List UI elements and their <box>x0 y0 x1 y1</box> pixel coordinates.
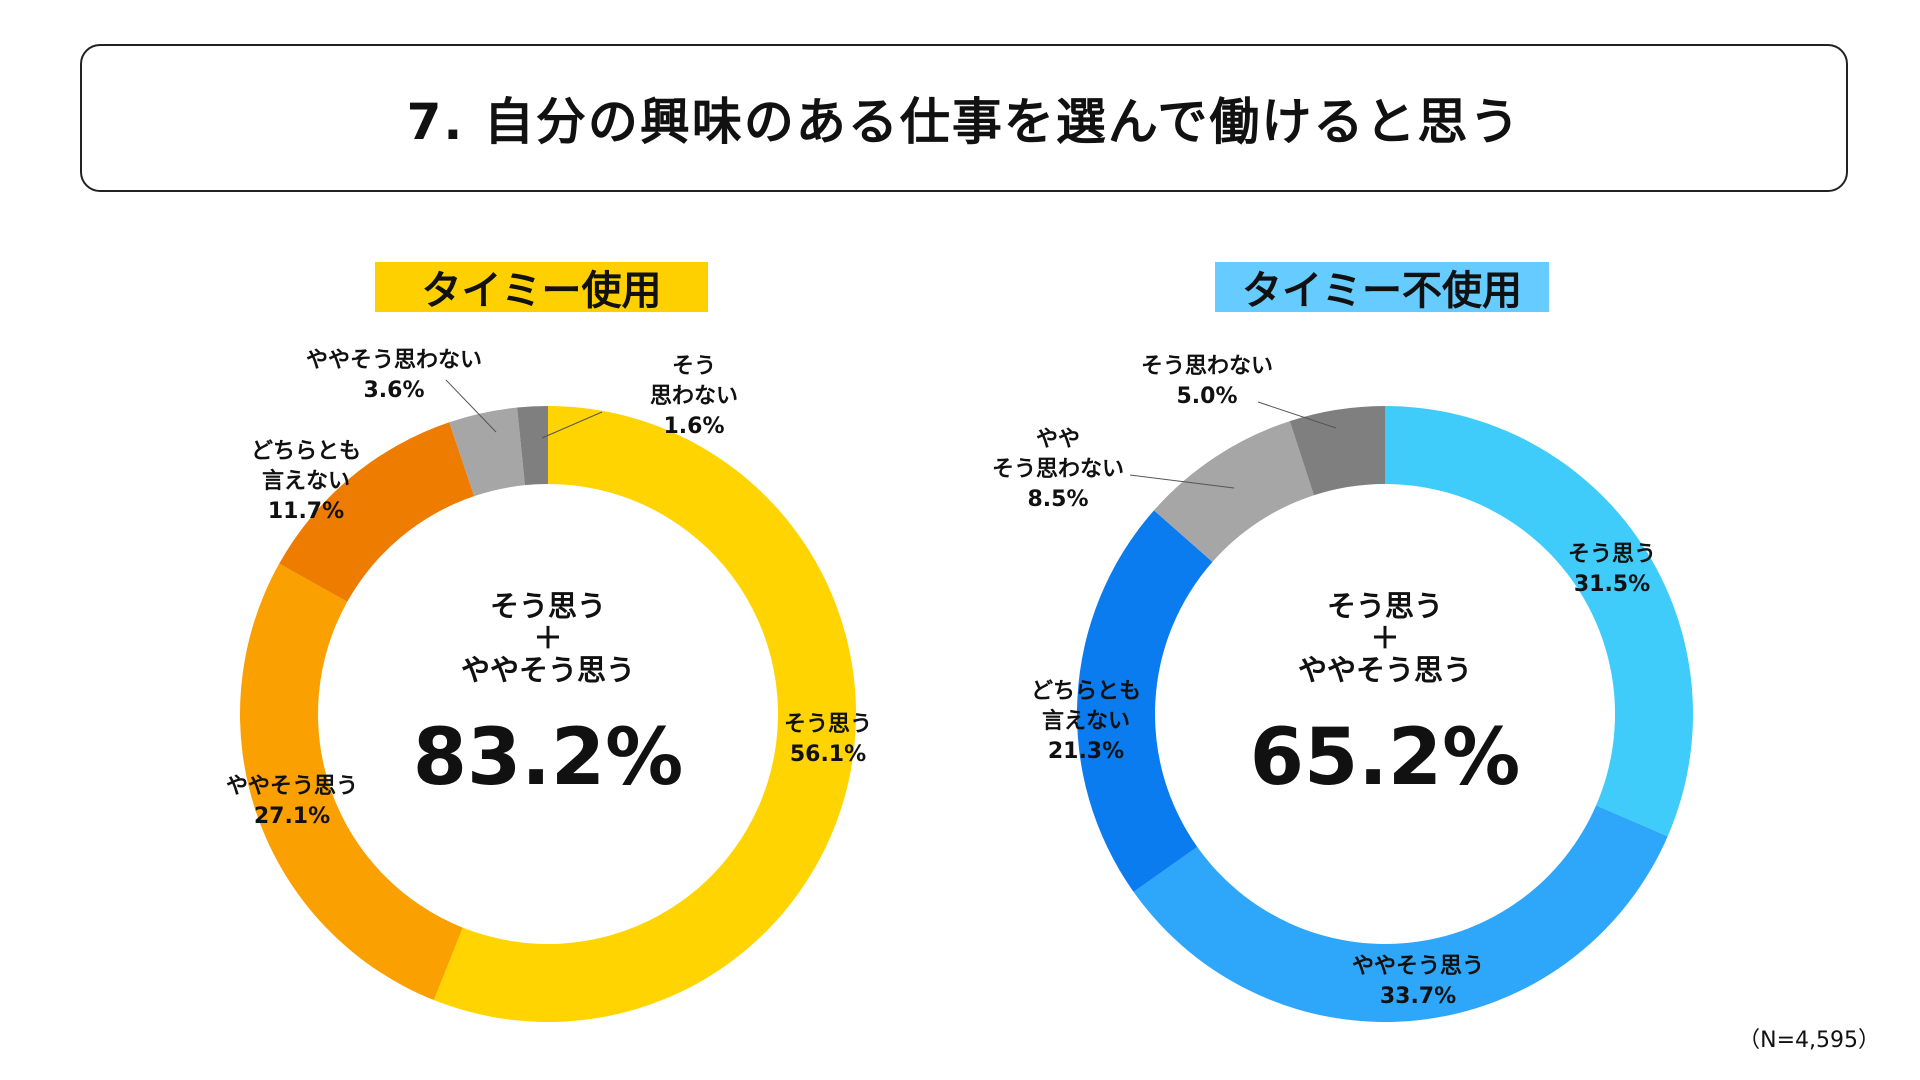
center-label-0-1: ＋ <box>533 621 562 655</box>
slice-label-1-1-1: 33.7% <box>1380 984 1456 1009</box>
chart-title-left: タイミー使用 <box>375 262 708 314</box>
slice-label-0-1-1: 27.1% <box>254 804 330 829</box>
slice-label-1-4-1: 5.0% <box>1176 384 1237 409</box>
slice-label-1-2-0: どちらとも <box>1031 679 1141 704</box>
slice-label-1-0-0: そう思う <box>1568 542 1656 567</box>
donut-slice-1-0 <box>1385 406 1693 837</box>
slice-label-0-3-0: ややそう思わない <box>306 348 482 373</box>
slice-label-0-0-1: 56.1% <box>790 742 866 767</box>
slice-label-0-4-0: そう <box>672 354 716 379</box>
slice-label-1-0-1: 31.5% <box>1574 572 1650 597</box>
leader-line-0-4 <box>541 411 603 439</box>
leader-line-1-3 <box>1129 474 1235 489</box>
donut-slice-1-3 <box>1153 421 1314 562</box>
slice-label-1-2-2: 21.3% <box>1048 739 1124 764</box>
center-label-1-2: ややそう思う <box>1298 653 1472 687</box>
donut-slice-0-2 <box>279 422 475 602</box>
center-label-1-1: ＋ <box>1370 621 1399 655</box>
slice-label-1-1-0: ややそう思う <box>1352 954 1484 979</box>
slice-label-0-3-1: 3.6% <box>363 378 424 403</box>
donut-slice-0-1 <box>239 563 463 1001</box>
slice-label-0-4-1: 思わない <box>650 384 738 409</box>
donut-slice-0-4 <box>517 406 548 486</box>
chart-title-right: タイミー不使用 <box>1215 262 1549 314</box>
leader-line-1-4 <box>1257 401 1337 429</box>
center-label-1-0: そう思う <box>1327 589 1443 623</box>
slice-label-1-4-0: そう思わない <box>1141 354 1273 379</box>
slice-label-1-3-0: やや <box>1036 427 1080 452</box>
slice-label-1-3-2: 8.5% <box>1027 487 1088 512</box>
donut-slice-1-2 <box>1077 510 1213 892</box>
slice-label-0-2-1: 言えない <box>262 468 350 494</box>
slice-label-0-2-0: どちらとも <box>251 439 361 464</box>
center-value-0: 83.2% <box>413 713 684 803</box>
center-label-0-0: そう思う <box>490 589 606 623</box>
slice-label-0-2-2: 11.7% <box>268 499 344 524</box>
center-value-1: 65.2% <box>1250 713 1521 803</box>
leader-line-0-3 <box>445 379 497 433</box>
sample-size-note: （N=4,595） <box>1738 1028 1880 1053</box>
slice-label-0-0-0: そう思う <box>784 712 872 737</box>
title-box: 7. 自分の興味のある仕事を選んで働けると思う <box>80 44 1848 192</box>
slice-label-0-4-2: 1.6% <box>663 414 724 439</box>
donut-slice-1-4 <box>1289 406 1385 496</box>
donut-slice-0-0 <box>433 406 856 1023</box>
slice-label-1-3-1: そう思わない <box>992 457 1124 482</box>
slice-label-1-2-1: 言えない <box>1042 708 1130 734</box>
donut-slice-1-1 <box>1133 805 1668 1022</box>
slice-label-0-1-0: ややそう思う <box>226 774 358 799</box>
center-label-0-2: ややそう思う <box>461 653 635 687</box>
page-title: 7. 自分の興味のある仕事を選んで働けると思う <box>406 93 1522 151</box>
donut-slice-0-3 <box>449 407 525 497</box>
